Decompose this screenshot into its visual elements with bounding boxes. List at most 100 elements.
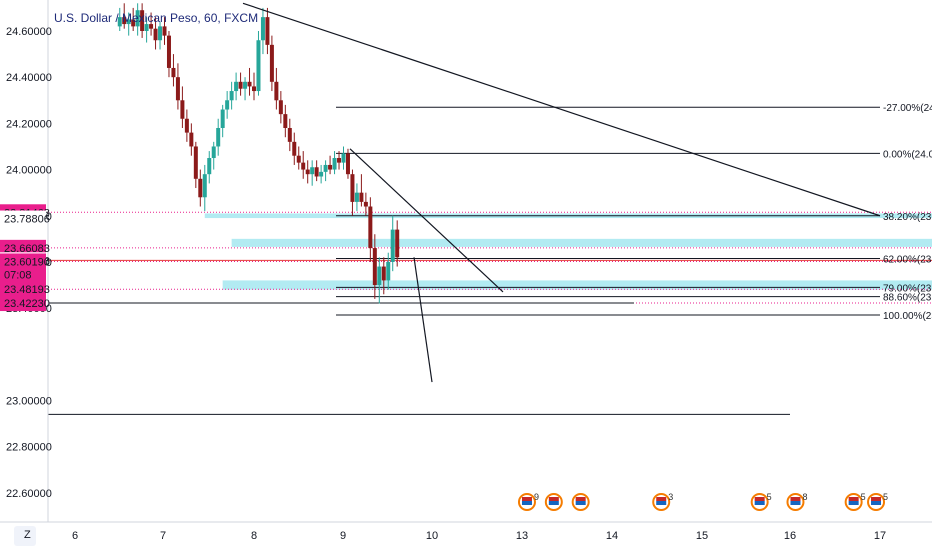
y-tick-label: 23.00000 — [6, 396, 52, 408]
price-tag: 23.66083 — [0, 239, 50, 256]
candle-body — [171, 67, 176, 78]
candle-body — [225, 100, 230, 110]
candle-body — [202, 174, 207, 198]
fib-level-label: 88.60%(23.4 — [883, 293, 932, 304]
candle-body — [216, 127, 221, 147]
price-tag-label: 23.48193 — [4, 284, 50, 296]
price-tag-bg — [0, 239, 46, 256]
price-tag-bg — [0, 253, 46, 270]
time-axis[interactable]: 6 7 8 9 10 13 14 15 16 17 — [0, 521, 932, 550]
candle-body — [193, 146, 198, 179]
economic-event-flag[interactable]: 5 — [867, 492, 888, 511]
candle-body — [354, 192, 359, 202]
x-tick-label: 6 — [72, 530, 78, 542]
fib-level-label: 38.20%(23.7 — [883, 212, 932, 223]
time-axis-bg — [0, 522, 932, 550]
x-tick-label: 10 — [426, 530, 438, 542]
candle-body — [296, 155, 301, 163]
economic-events[interactable]: 9 3 5 8 5 5 — [517, 492, 888, 511]
candle-body — [260, 17, 265, 41]
x-tick-label: 9 — [340, 530, 346, 542]
y-tick-label: 24.20000 — [6, 118, 52, 130]
x-tick-label: 17 — [874, 530, 886, 542]
candle-body — [332, 158, 337, 170]
candle-body — [345, 153, 350, 175]
economic-event-flag[interactable]: 9 — [517, 492, 539, 511]
y-tick-label: 24.00000 — [6, 165, 52, 177]
candle-body — [287, 127, 292, 142]
candle-body — [269, 44, 274, 82]
candle-body — [381, 266, 386, 281]
axis-corner-button[interactable] — [14, 526, 36, 546]
flag-stripe — [790, 497, 801, 501]
economic-event-flag[interactable] — [544, 493, 563, 511]
flag-stripe — [754, 501, 765, 505]
candle-body — [189, 132, 194, 147]
price-tag-label: 23.42230 — [4, 298, 50, 310]
candle-body — [319, 171, 324, 177]
candle-body — [350, 174, 355, 202]
candle-body — [162, 26, 167, 36]
price-tag-label: 23.78806 — [4, 214, 50, 226]
price-tag: 23.78806 — [0, 210, 50, 227]
candle-body — [252, 86, 256, 92]
candle-body — [184, 118, 189, 133]
x-tick-label: 15 — [696, 530, 708, 542]
candle-body — [395, 229, 400, 258]
flag-stripe — [848, 501, 859, 505]
axis-corner-label[interactable]: Z — [24, 529, 31, 541]
event-count: 8 — [802, 492, 807, 502]
fibonacci-levels[interactable]: -27.00%(24.2 0.00%(24.06 38.20%(23.7 62.00%… — [336, 103, 932, 322]
candle-body — [198, 178, 203, 198]
candle-body — [207, 158, 212, 175]
price-tag-bg — [0, 210, 46, 227]
price-axis[interactable]: 24.6000024.4000024.2000024.0000023.80000… — [0, 0, 52, 522]
economic-event-flag[interactable] — [571, 493, 590, 511]
candle-body — [372, 248, 377, 286]
economic-event-flag[interactable]: 5 — [844, 492, 866, 511]
candle-body — [390, 229, 395, 262]
candle-body — [122, 17, 127, 25]
candle-body — [256, 40, 261, 92]
candle-body — [283, 114, 288, 128]
event-count: 9 — [534, 492, 539, 502]
candle-body — [265, 17, 270, 45]
support-zones — [204, 213, 932, 290]
price-tag: 07:08 — [0, 266, 46, 283]
candle-body — [341, 153, 346, 163]
price-tag: 23.48193 — [0, 281, 50, 298]
candle-body — [301, 162, 306, 170]
economic-event-flag[interactable]: 3 — [652, 492, 673, 511]
event-count: 5 — [861, 492, 866, 502]
candle-body — [363, 201, 368, 207]
flag-stripe — [521, 501, 532, 505]
candle-body — [117, 17, 122, 27]
y-tick-label: 24.60000 — [6, 26, 52, 38]
candle-body — [175, 77, 180, 101]
candle-body — [229, 91, 234, 101]
x-tick-label: 14 — [606, 530, 618, 542]
projection-arrow[interactable] — [413, 257, 433, 383]
flag-stripe — [848, 497, 859, 501]
flag-stripe — [548, 497, 559, 501]
flag-stripe — [871, 497, 882, 501]
candle-body — [328, 164, 333, 170]
flag-stripe — [656, 501, 667, 505]
economic-event-flag[interactable]: 5 — [750, 492, 772, 511]
x-tick-label: 7 — [160, 530, 166, 542]
price-tag: 23.60190 — [0, 253, 50, 270]
event-count: 3 — [668, 492, 673, 502]
trend-lines[interactable] — [242, 2, 881, 383]
flag-stripe — [575, 501, 586, 505]
x-tick-label: 8 — [251, 530, 257, 542]
candle-body — [144, 24, 149, 31]
y-tick-label: 24.40000 — [6, 72, 52, 84]
trend-line-major[interactable] — [242, 2, 881, 217]
flag-stripe — [548, 501, 559, 505]
candlestick-series — [117, 3, 400, 304]
candle-body — [238, 81, 243, 89]
economic-event-flag[interactable]: 8 — [786, 492, 807, 511]
trend-line-minor[interactable] — [349, 148, 504, 293]
candle-body — [153, 28, 158, 41]
